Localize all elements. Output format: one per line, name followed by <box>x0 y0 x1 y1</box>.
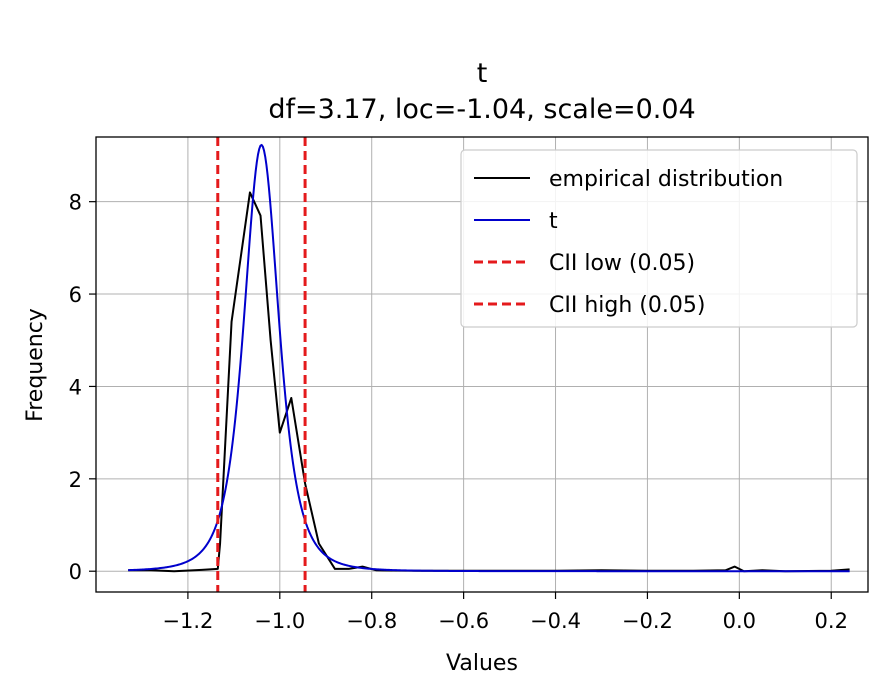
legend-empirical-distribution-label: empirical distribution <box>549 167 783 192</box>
y-tick-label: 6 <box>69 283 82 307</box>
x-tick-label: −0.4 <box>530 609 581 633</box>
x-tick-label: 0.2 <box>815 609 848 633</box>
x-tick-label: −0.8 <box>346 609 397 633</box>
ticks: −1.2 −1.0 −0.8 −0.6 −0.4 −0.2 0.0 0.2 0 2 4 6 8 <box>69 191 848 633</box>
y-tick-label: 8 <box>69 191 82 215</box>
x-tick-label: −1.0 <box>254 609 305 633</box>
y-tick-label: 0 <box>69 560 82 584</box>
y-axis-label: Frequency <box>23 308 48 422</box>
axes-frame <box>95 136 869 593</box>
plot-area <box>128 137 850 592</box>
legend-box <box>460 149 858 328</box>
legend-cii-high-label: CII high (0.05) <box>549 293 705 318</box>
legend-t-label: t <box>549 209 558 234</box>
y-tick-label: 4 <box>69 375 82 399</box>
series-t-pdf <box>128 143 850 573</box>
y-tick-label: 2 <box>69 468 82 492</box>
chart-subtitle: df=3.17, loc=-1.04, scale=0.04 <box>268 94 695 125</box>
x-axis-label: Values <box>446 651 518 676</box>
legend-cii-low-label: CII low (0.05) <box>549 251 695 276</box>
x-tick-label: −1.2 <box>162 609 213 633</box>
x-tick-label: 0.0 <box>723 609 756 633</box>
chart-title: t <box>477 58 488 89</box>
legend: empirical distribution t CII low (0.05) CII… <box>460 149 858 328</box>
x-tick-label: −0.2 <box>622 609 673 633</box>
x-tick-label: −0.6 <box>438 609 489 633</box>
